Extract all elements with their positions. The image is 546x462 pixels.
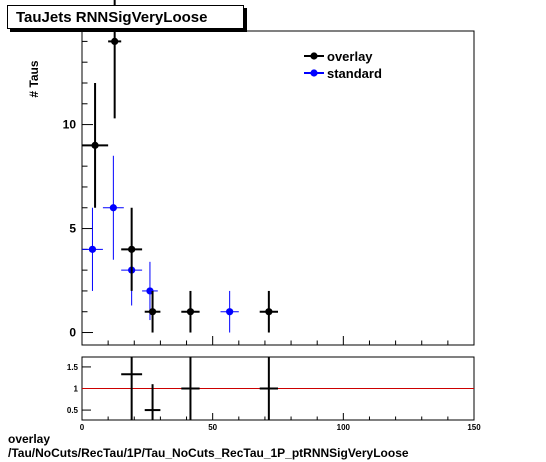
y-tick-label: 10 [63, 118, 77, 132]
data-point-marker [111, 37, 119, 45]
ratio-x-tick-label: 150 [467, 423, 481, 432]
data-point-marker [265, 308, 273, 316]
data-point-marker [91, 141, 99, 149]
ratio-y-tick-label: 1 [74, 385, 79, 394]
data-point-marker [186, 308, 195, 316]
legend-label: standard [327, 66, 382, 81]
footer-path: /Tau/NoCuts/RecTau/1P/Tau_NoCuts_RecTau_… [8, 446, 409, 460]
data-point-marker [226, 308, 234, 316]
data-point-marker [148, 308, 157, 316]
legend-label: overlay [327, 49, 373, 64]
data-point-marker [128, 245, 136, 253]
ratio-y-tick-label: 0.5 [67, 406, 79, 415]
y-axis-label: # Taus [27, 60, 41, 97]
y-tick-label: 5 [69, 222, 76, 236]
plot-border [81, 30, 475, 346]
y-tick-label: 0 [69, 326, 76, 340]
ratio-plot-frame: 0.5 1 1.5 0 50 100 150 [67, 356, 481, 432]
ratio-y-tick-label: 1.5 [67, 363, 79, 372]
ratio-x-tick-label: 0 [80, 423, 85, 432]
chart-title: TauJets RNNSigVeryLoose [16, 9, 208, 26]
ratio-x-tick-label: 100 [337, 423, 351, 432]
legend-marker [310, 52, 318, 60]
data-point-marker [109, 204, 117, 212]
legend-marker [310, 69, 318, 77]
main-plot-frame: 0 5 10 overlay standard [63, 0, 475, 346]
data-point-marker [88, 245, 97, 253]
title-box: TauJets RNNSigVeryLoose [7, 5, 244, 29]
footer-label: overlay [8, 432, 51, 446]
ratio-x-tick-label: 50 [208, 423, 217, 432]
